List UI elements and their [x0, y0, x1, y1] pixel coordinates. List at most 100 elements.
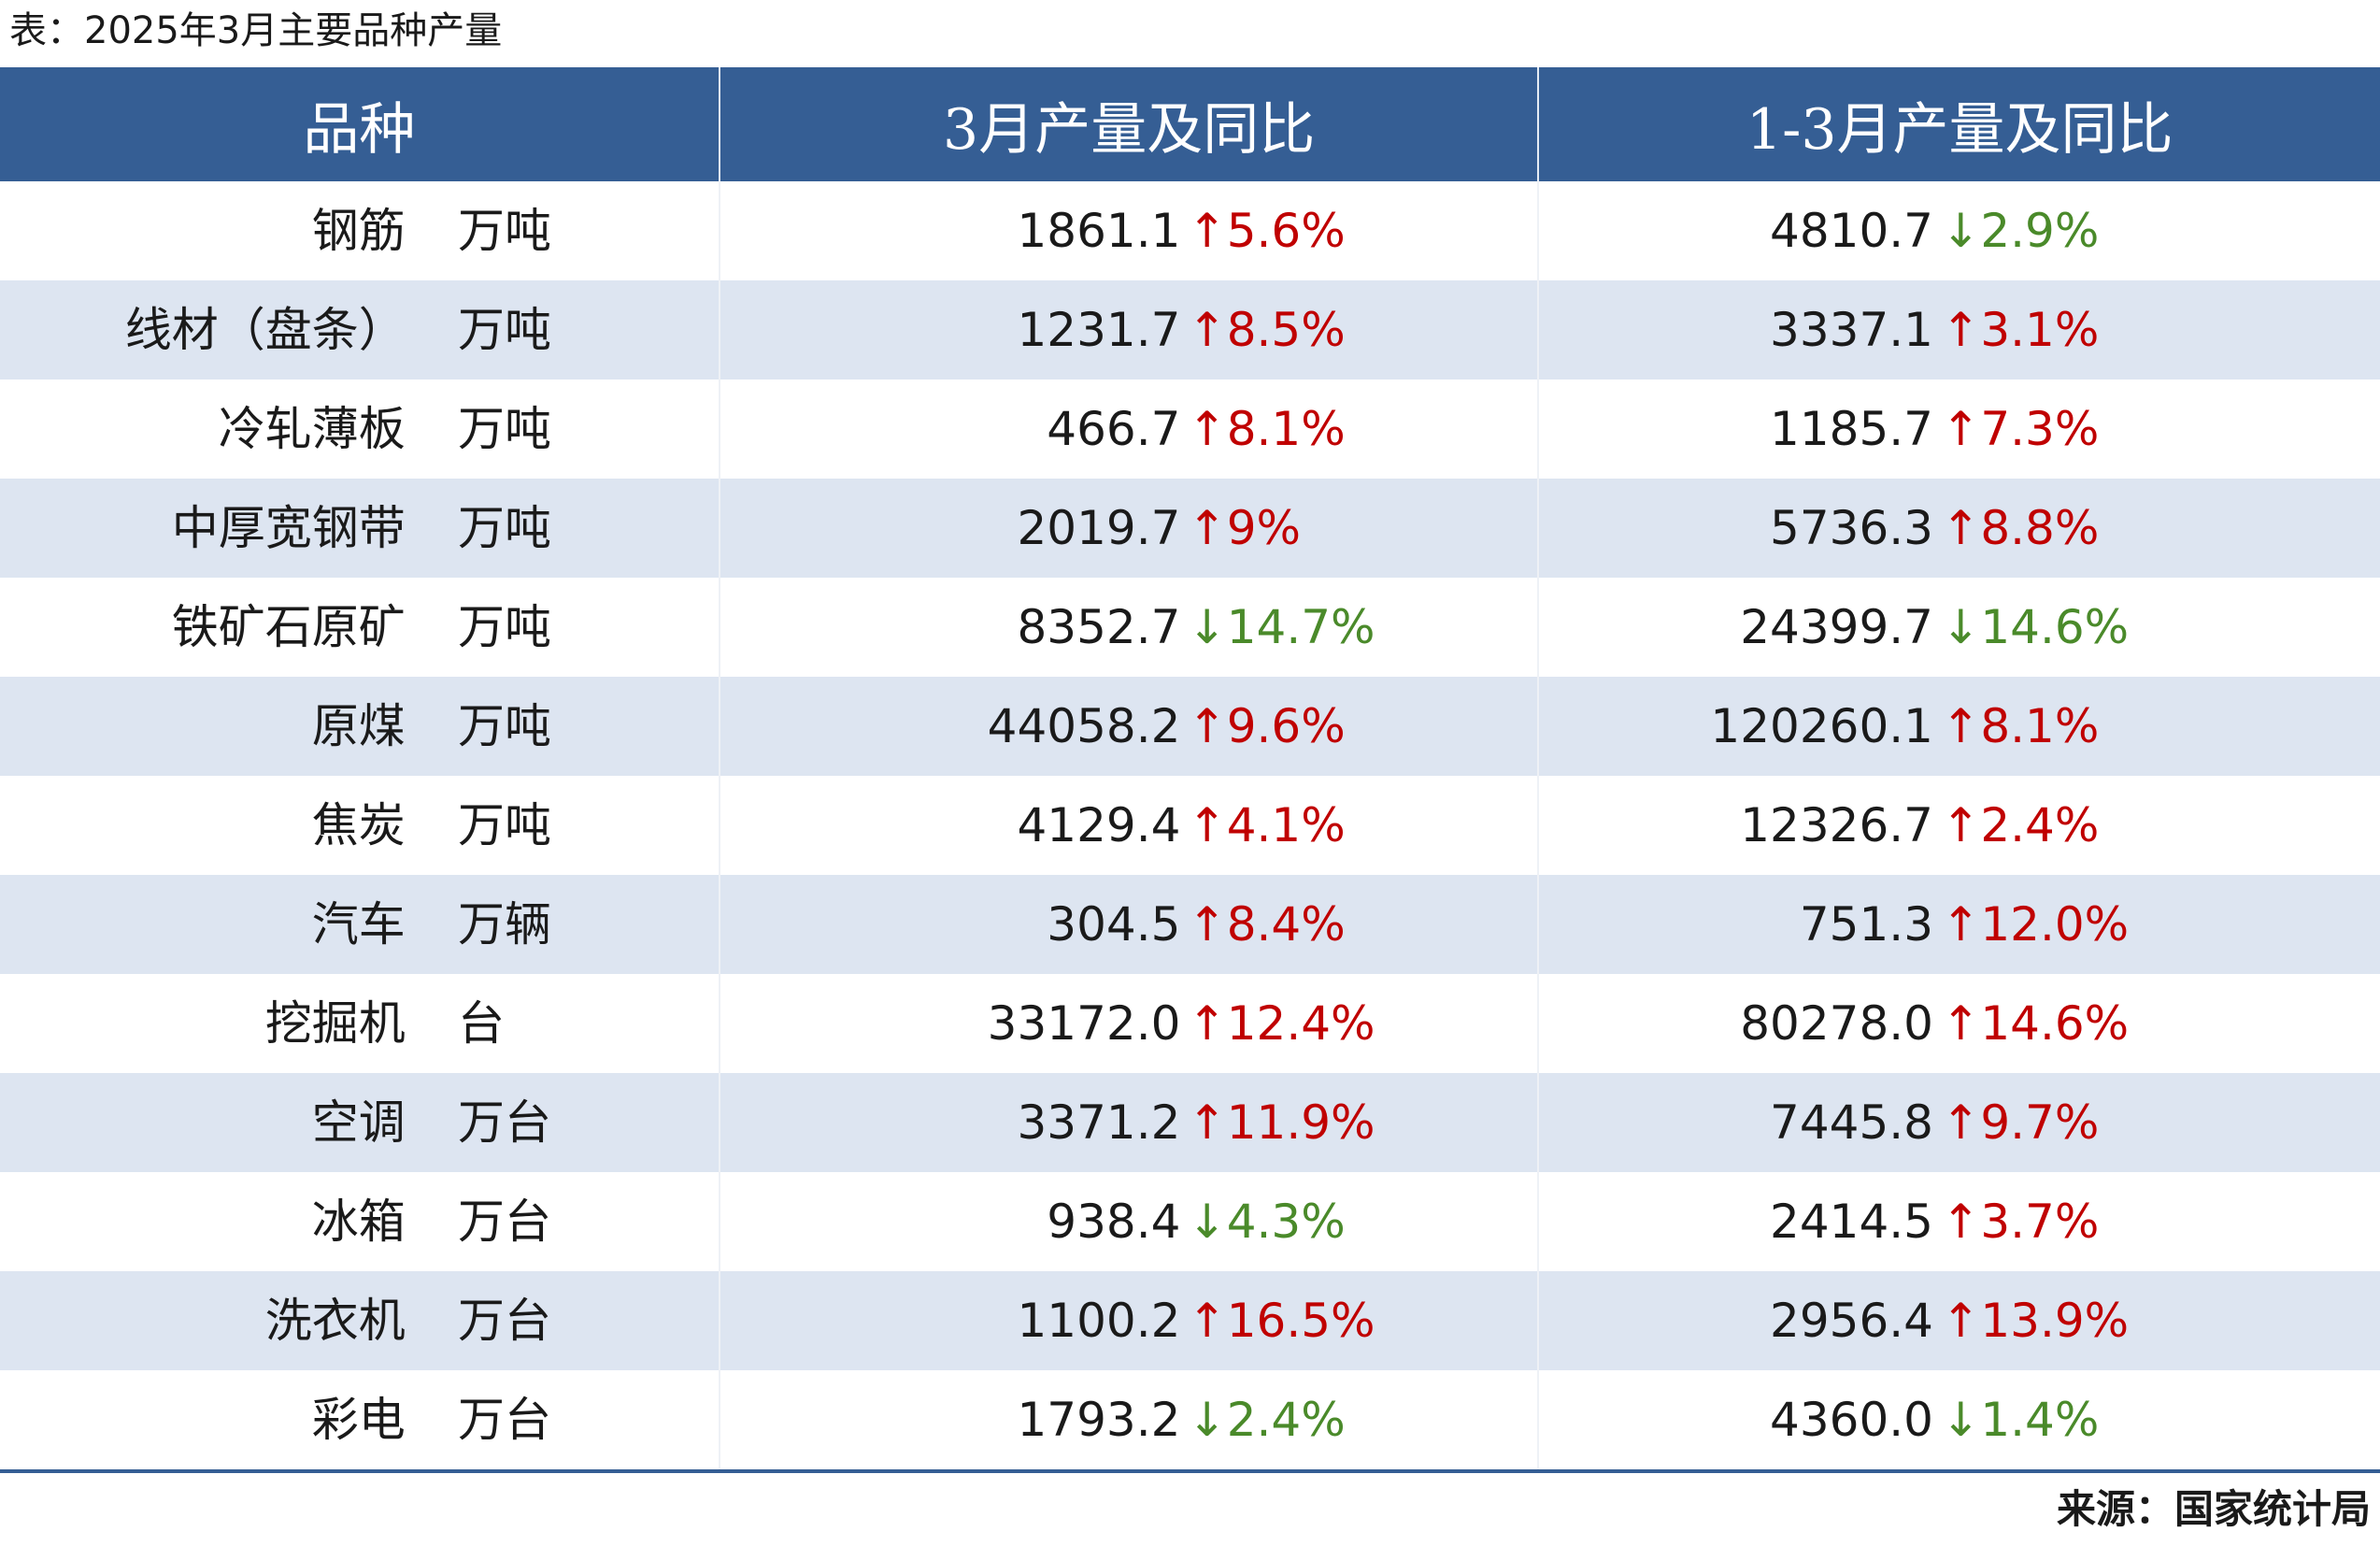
march-value: 2019.7 — [1017, 501, 1181, 555]
up-arrow-icon: ↑ — [1941, 897, 1981, 952]
product-name: 中厚宽钢带 — [171, 501, 406, 555]
product-name: 原煤 — [311, 699, 406, 753]
march-change-pct: 14.7% — [1226, 600, 1375, 654]
march-change-pct: 4.1% — [1226, 798, 1346, 852]
up-arrow-icon: ↑ — [1941, 1095, 1981, 1150]
table-row: 空调 万台 3371.2 ↑11.9% 7445.8 ↑9.7% — [0, 1073, 2380, 1172]
table-row: 焦炭 万吨 4129.4 ↑4.1% 12326.7 ↑2.4% — [0, 776, 2380, 875]
up-arrow-icon: ↑ — [1941, 996, 1981, 1051]
march-change-pct: 11.9% — [1226, 1095, 1375, 1150]
product-cell: 空调 万台 — [0, 1073, 720, 1172]
march-value: 938.4 — [1047, 1195, 1181, 1249]
q1-change-pct: 3.1% — [1980, 303, 2100, 357]
product-unit: 万台 — [458, 1294, 551, 1348]
product-name: 挖掘机 — [264, 996, 406, 1051]
q1-change: ↓1.4% — [1941, 1370, 2099, 1469]
march-change-pct: 4.3% — [1226, 1195, 1346, 1249]
q1-change-pct: 2.9% — [1980, 204, 2100, 258]
q1-change: ↑8.8% — [1941, 479, 2099, 578]
q1-change-pct: 7.3% — [1980, 402, 2100, 456]
up-arrow-icon: ↑ — [1941, 501, 1981, 555]
product-unit: 万吨 — [458, 501, 551, 555]
q1-change-pct: 3.7% — [1980, 1195, 2100, 1249]
q1-value: 7445.8 — [1770, 1095, 1933, 1150]
up-arrow-icon: ↑ — [1187, 996, 1227, 1051]
product-name: 铁矿石原矿 — [171, 600, 406, 654]
product-unit: 万辆 — [458, 897, 551, 952]
march-change: ↓2.4% — [1188, 1370, 1346, 1469]
q1-cell: 2414.5 ↑3.7% — [1539, 1172, 2380, 1271]
q1-cell: 2956.4 ↑13.9% — [1539, 1271, 2380, 1370]
product-cell: 原煤 万吨 — [0, 677, 720, 776]
product-cell: 冷轧薄板 万吨 — [0, 379, 720, 479]
q1-value: 24399.7 — [1740, 600, 1933, 654]
q1-change-pct: 1.4% — [1980, 1393, 2100, 1447]
q1-value: 3337.1 — [1770, 303, 1933, 357]
q1-value: 120260.1 — [1710, 699, 1933, 753]
q1-value: 2956.4 — [1770, 1294, 1933, 1348]
march-cell: 1861.1 ↑5.6% — [720, 181, 1540, 280]
table-row: 原煤 万吨 44058.2 ↑9.6% 120260.1 ↑8.1% — [0, 677, 2380, 776]
q1-change: ↑12.0% — [1941, 875, 2129, 974]
product-cell: 焦炭 万吨 — [0, 776, 720, 875]
q1-change-pct: 2.4% — [1980, 798, 2100, 852]
table-row: 挖掘机台 33172.0 ↑12.4% 80278.0 ↑14.6% — [0, 974, 2380, 1073]
product-unit: 万吨 — [458, 699, 551, 753]
march-value: 44058.2 — [987, 699, 1181, 753]
product-unit: 万吨 — [458, 600, 551, 654]
march-cell: 2019.7 ↑9% — [720, 479, 1540, 578]
q1-cell: 3337.1 ↑3.1% — [1539, 280, 2380, 379]
up-arrow-icon: ↑ — [1187, 897, 1227, 952]
product-cell: 线材（盘条） 万吨 — [0, 280, 720, 379]
q1-cell: 751.3 ↑12.0% — [1539, 875, 2380, 974]
product-unit: 万吨 — [458, 402, 551, 456]
march-change: ↑5.6% — [1188, 181, 1346, 280]
table-row: 冰箱 万台 938.4 ↓4.3% 2414.5 ↑3.7% — [0, 1172, 2380, 1271]
product-unit: 台 — [458, 996, 505, 1051]
march-cell: 1793.2 ↓2.4% — [720, 1370, 1540, 1469]
q1-change-pct: 14.6% — [1980, 600, 2130, 654]
product-unit: 万台 — [458, 1095, 551, 1150]
header-product: 品种 — [0, 67, 720, 181]
product-name: 线材（盘条） — [124, 303, 406, 357]
up-arrow-icon: ↑ — [1941, 1294, 1981, 1348]
march-cell: 33172.0 ↑12.4% — [720, 974, 1540, 1073]
table-row: 彩电 万台 1793.2 ↓2.4% 4360.0 ↓1.4% — [0, 1370, 2380, 1469]
table-body: 钢筋 万吨 1861.1 ↑5.6% 4810.7 ↓2.9% 线材（盘条） 万吨 1231.7… — [0, 181, 2380, 1469]
up-arrow-icon: ↑ — [1941, 798, 1981, 852]
product-cell: 汽车 万辆 — [0, 875, 720, 974]
march-cell: 938.4 ↓4.3% — [720, 1172, 1540, 1271]
q1-value: 751.3 — [1799, 897, 1933, 952]
q1-value: 4810.7 — [1770, 204, 1933, 258]
march-change-pct: 2.4% — [1226, 1393, 1346, 1447]
product-cell: 钢筋 万吨 — [0, 181, 720, 280]
march-cell: 4129.4 ↑4.1% — [720, 776, 1540, 875]
product-name: 冷轧薄板 — [218, 402, 406, 456]
march-change-pct: 5.6% — [1226, 204, 1346, 258]
march-change-pct: 12.4% — [1226, 996, 1375, 1051]
q1-change-pct: 9.7% — [1980, 1095, 2100, 1150]
down-arrow-icon: ↓ — [1187, 600, 1227, 654]
down-arrow-icon: ↓ — [1187, 1393, 1227, 1447]
product-name: 彩电 — [311, 1393, 406, 1447]
q1-value: 1185.7 — [1770, 402, 1933, 456]
march-value: 8352.7 — [1017, 600, 1181, 654]
q1-change-pct: 8.8% — [1980, 501, 2100, 555]
q1-cell: 80278.0 ↑14.6% — [1539, 974, 2380, 1073]
q1-change: ↓2.9% — [1941, 181, 2099, 280]
march-value: 1231.7 — [1017, 303, 1181, 357]
header-march: 3月产量及同比 — [720, 67, 1540, 181]
table-row: 冷轧薄板 万吨 466.7 ↑8.1% 1185.7 ↑7.3% — [0, 379, 2380, 479]
up-arrow-icon: ↑ — [1187, 798, 1227, 852]
down-arrow-icon: ↓ — [1941, 600, 1981, 654]
march-change: ↑16.5% — [1188, 1271, 1375, 1370]
table-row: 洗衣机 万台 1100.2 ↑16.5% 2956.4 ↑13.9% — [0, 1271, 2380, 1370]
product-name: 焦炭 — [311, 798, 406, 852]
table-row: 钢筋 万吨 1861.1 ↑5.6% 4810.7 ↓2.9% — [0, 181, 2380, 280]
q1-change: ↑14.6% — [1941, 974, 2129, 1073]
table-row: 汽车 万辆 304.5 ↑8.4% 751.3 ↑12.0% — [0, 875, 2380, 974]
up-arrow-icon: ↑ — [1941, 1195, 1981, 1249]
q1-value: 5736.3 — [1770, 501, 1933, 555]
product-name: 钢筋 — [311, 204, 406, 258]
march-cell: 304.5 ↑8.4% — [720, 875, 1540, 974]
